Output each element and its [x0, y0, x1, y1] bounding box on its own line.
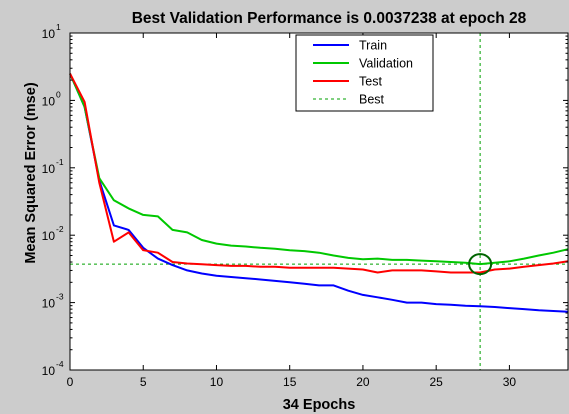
y-tick-exponent: 1 — [56, 22, 61, 32]
legend: Train Validation Test Best — [295, 34, 434, 112]
y-tick-label: 10 — [42, 27, 56, 41]
series-layer — [69, 73, 569, 313]
x-tick-label: 25 — [429, 375, 443, 389]
series-line-validation — [69, 73, 569, 266]
best-circle-layer — [468, 253, 493, 276]
y-tick-exponent: -4 — [56, 359, 64, 369]
x-axis-ticks: 0 5 10 15 20 25 30 — [67, 33, 517, 389]
y-tick-exponent: -1 — [56, 157, 64, 167]
legend-box — [295, 34, 434, 112]
y-tick-label: 10 — [42, 162, 56, 176]
x-tick-label: 20 — [356, 375, 370, 389]
y-tick-exponent: -3 — [56, 292, 64, 302]
x-axis-label: 34 Epochs — [283, 397, 356, 413]
legend-label-validation: Validation — [359, 57, 413, 71]
y-tick-label: 10 — [42, 229, 56, 243]
x-tick-label: 10 — [210, 375, 224, 389]
x-tick-label: 5 — [140, 375, 147, 389]
best-point-circle — [468, 253, 493, 276]
y-axis-label: Mean Squared Error (mse) — [23, 82, 39, 263]
y-tick-label: 10 — [42, 94, 56, 108]
legend-label-train: Train — [359, 39, 387, 53]
x-tick-label: 0 — [67, 375, 74, 389]
legend-label-best: Best — [359, 93, 385, 107]
legend-label-test: Test — [359, 75, 382, 89]
chart-title: Best Validation Performance is 0.0037238… — [132, 10, 527, 27]
series-line-train — [69, 73, 569, 313]
x-tick-label: 15 — [283, 375, 297, 389]
y-tick-exponent: 0 — [56, 89, 61, 99]
plot-frame — [69, 32, 569, 371]
y-tick-exponent: -2 — [56, 224, 64, 234]
y-tick-label: 10 — [42, 364, 56, 378]
x-tick-label: 30 — [503, 375, 517, 389]
y-tick-label: 10 — [42, 297, 56, 311]
series-line-test — [69, 73, 569, 274]
